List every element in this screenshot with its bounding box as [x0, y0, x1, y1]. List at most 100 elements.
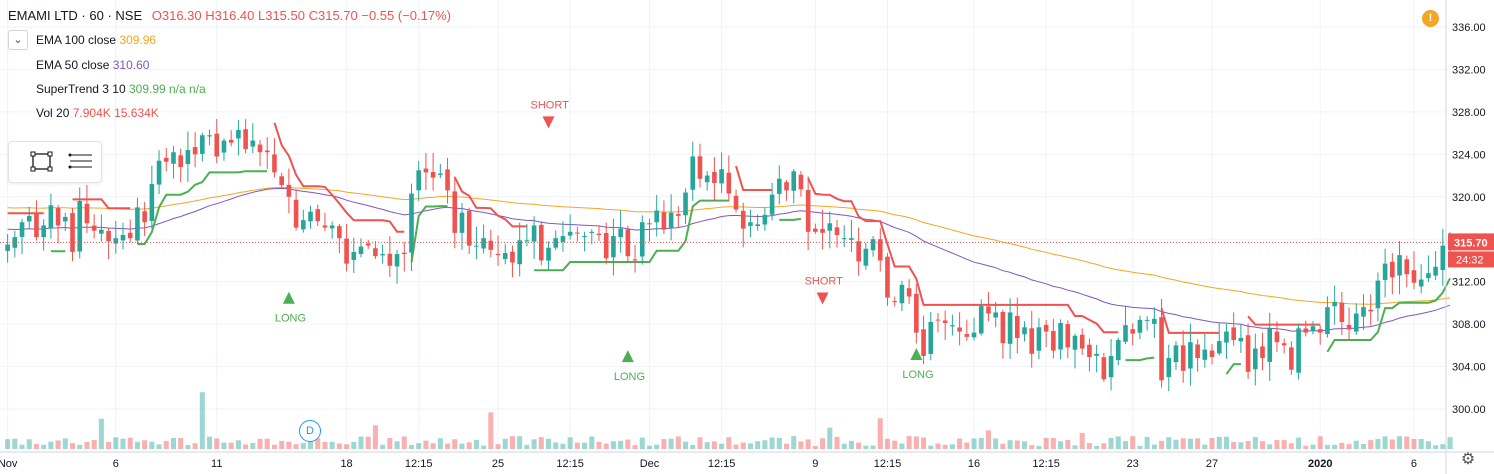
candle-body: [337, 226, 342, 239]
candle-body: [1310, 326, 1316, 332]
indicator-supertrend[interactable]: SuperTrend 3 10 309.99 n/a n/a: [36, 82, 206, 96]
candle-body: [661, 212, 667, 230]
volume-bar: [870, 445, 876, 449]
volume-bar: [1310, 444, 1316, 449]
candle-body: [1022, 327, 1027, 335]
indicator-volume[interactable]: Vol 20 7.904K 15.634K: [36, 106, 159, 120]
long-label: LONG: [614, 371, 645, 383]
candle-body: [142, 211, 147, 223]
y-tick-label: 320.00: [1452, 192, 1486, 204]
candle-body: [1296, 328, 1301, 373]
candle-body: [243, 129, 248, 150]
lines-tool-icon[interactable]: [68, 150, 94, 174]
short-label: SHORT: [805, 276, 844, 288]
volume-bar: [1000, 443, 1006, 449]
volume-bar: [1303, 445, 1309, 449]
volume-bar: [423, 440, 429, 449]
candle-body: [185, 150, 191, 165]
ema50-line: [7, 187, 1451, 332]
dividend-badge[interactable]: D: [299, 420, 321, 442]
volume-bar: [978, 437, 984, 449]
candle-body: [712, 171, 717, 183]
volume-bar: [394, 441, 400, 449]
volume-bar: [84, 442, 90, 449]
short-arrow-icon: [816, 292, 829, 305]
candle-body: [1043, 324, 1049, 332]
volume-bar: [949, 444, 955, 449]
candle-body: [1202, 349, 1208, 360]
volume-bar: [610, 441, 616, 449]
volume-bar: [163, 440, 169, 449]
volume-bar: [1014, 440, 1020, 449]
volume-bar: [574, 442, 580, 449]
volume-bar: [1130, 436, 1136, 449]
candle-body: [84, 203, 90, 224]
warning-icon[interactable]: !: [1422, 10, 1439, 27]
candle-body: [344, 238, 349, 264]
candle-body: [748, 222, 753, 226]
candle-body: [885, 256, 890, 298]
candle-body: [813, 228, 818, 232]
y-tick-label: 336.00: [1452, 22, 1486, 34]
indicator-ema100[interactable]: EMA 100 close 309.96: [36, 33, 157, 47]
volume-bar: [1223, 436, 1229, 449]
candle-body: [942, 320, 948, 324]
countdown-tag: [1448, 251, 1494, 268]
candle-body: [589, 231, 595, 234]
volume-bar: [243, 444, 249, 449]
candle-body: [192, 147, 198, 155]
x-tick-label: 9: [812, 458, 818, 470]
settings-gear-icon[interactable]: ⚙: [1460, 451, 1476, 468]
candle-body: [870, 239, 876, 251]
rectangle-tool-icon[interactable]: [29, 150, 55, 174]
candle-body: [228, 139, 234, 143]
volume-bar: [726, 437, 732, 449]
candle-body: [921, 329, 926, 356]
candle-body: [5, 244, 10, 251]
candle-body: [416, 170, 422, 191]
drawing-toolbar: [8, 141, 102, 183]
volume-bar: [1216, 436, 1222, 449]
candle-body: [517, 240, 522, 265]
volume-bar: [798, 441, 804, 449]
volume-bar: [791, 436, 797, 449]
volume-bar: [1274, 440, 1280, 449]
candle-body: [438, 173, 443, 175]
candle-body: [769, 194, 775, 215]
candle-body: [1390, 261, 1395, 278]
volume-bar: [668, 438, 674, 449]
candle-body: [178, 155, 184, 168]
volume-bar: [733, 444, 739, 449]
volume-bar: [1159, 440, 1165, 449]
volume-bar: [12, 438, 18, 449]
candle-body: [820, 228, 825, 233]
volume-bar: [372, 425, 378, 449]
volume-bar: [1202, 444, 1208, 449]
volume-bar: [257, 438, 263, 449]
candle-body: [582, 236, 587, 238]
candle-body: [1224, 331, 1229, 343]
chevron-down-icon[interactable]: ⌄: [8, 30, 28, 50]
indicator-ema50[interactable]: EMA 50 close 310.60: [36, 58, 150, 72]
x-tick-label: 12:15: [405, 458, 433, 470]
volume-bar: [603, 443, 609, 449]
volume-bar: [1288, 443, 1294, 449]
candle-body: [1123, 325, 1128, 342]
volume-bar: [1137, 445, 1143, 449]
volume-bar: [805, 439, 811, 449]
candle-body: [1274, 331, 1280, 343]
candle-body: [106, 230, 111, 242]
candle-body: [466, 210, 472, 246]
short-label: SHORT: [531, 99, 570, 111]
candle-body: [373, 248, 378, 257]
candle-body: [971, 332, 977, 338]
candle-body: [719, 169, 724, 184]
candle-body: [647, 223, 652, 225]
volume-bar: [1187, 438, 1193, 449]
candle-body: [1101, 357, 1107, 380]
volume-bar: [769, 437, 775, 449]
x-tick-label: 12:15: [556, 458, 584, 470]
volume-bar: [127, 437, 133, 449]
candle-body: [423, 168, 429, 173]
